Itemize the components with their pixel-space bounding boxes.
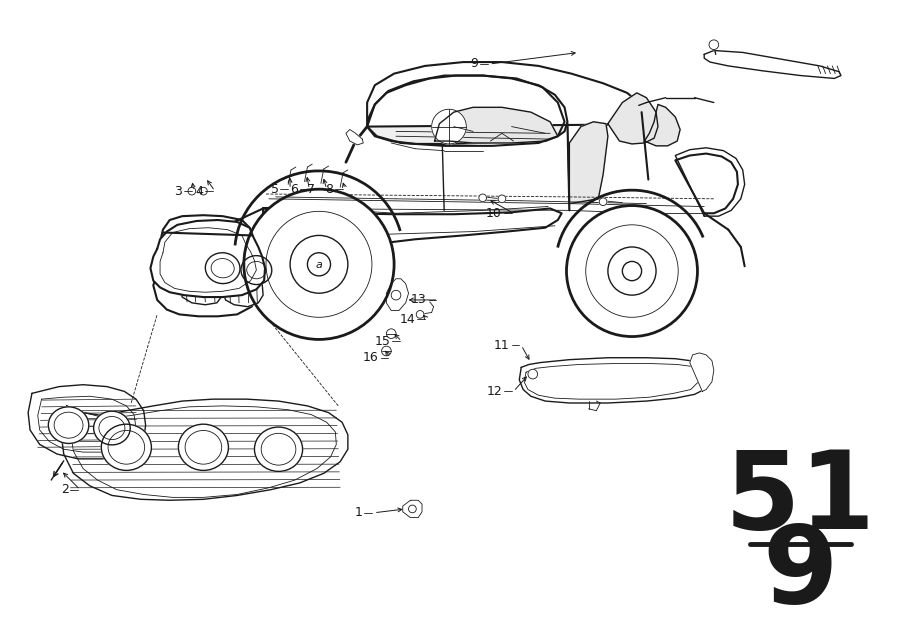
Polygon shape [367,76,568,144]
Ellipse shape [102,424,151,471]
Circle shape [586,225,679,318]
Circle shape [432,109,466,144]
Text: 2: 2 [60,483,68,496]
Polygon shape [519,358,706,403]
Text: 16: 16 [363,351,379,364]
Polygon shape [61,399,348,500]
Text: 13: 13 [411,293,427,307]
Ellipse shape [255,427,302,471]
Ellipse shape [205,253,240,284]
Polygon shape [160,228,256,292]
Text: 11: 11 [494,338,509,352]
Circle shape [622,262,642,281]
Polygon shape [570,122,608,204]
Polygon shape [367,62,642,126]
Text: 14: 14 [400,312,415,326]
Circle shape [608,247,656,295]
Circle shape [290,236,348,293]
Circle shape [382,346,392,356]
Polygon shape [346,130,364,145]
Ellipse shape [261,433,296,465]
Polygon shape [675,154,738,213]
Polygon shape [153,69,744,324]
Polygon shape [240,208,564,314]
Text: 15: 15 [374,335,391,348]
Circle shape [200,187,207,195]
Circle shape [308,253,330,276]
Text: 6: 6 [290,183,298,196]
Text: 4: 4 [195,185,203,197]
Text: a: a [315,260,322,270]
Polygon shape [222,272,263,307]
Polygon shape [150,220,265,297]
Text: 3: 3 [175,185,182,197]
Polygon shape [704,51,841,79]
Circle shape [599,198,607,206]
Polygon shape [153,215,261,316]
Ellipse shape [178,424,229,471]
Circle shape [566,206,698,337]
Circle shape [266,211,372,318]
Text: 9: 9 [470,58,478,70]
Ellipse shape [108,431,145,464]
Polygon shape [179,271,222,305]
Polygon shape [435,107,558,143]
Ellipse shape [94,411,130,445]
Text: 5: 5 [271,183,278,196]
Ellipse shape [241,256,272,284]
Circle shape [392,290,400,300]
Circle shape [188,187,195,195]
Circle shape [416,311,424,318]
Circle shape [479,194,487,202]
Polygon shape [365,62,652,126]
Circle shape [528,370,537,379]
Circle shape [498,195,506,203]
Polygon shape [386,279,409,311]
Text: 10: 10 [486,207,502,220]
Text: 51: 51 [725,446,876,552]
Circle shape [244,189,394,340]
Text: 9: 9 [763,519,838,625]
Circle shape [409,505,416,513]
Text: 1: 1 [355,506,363,519]
Polygon shape [608,93,658,144]
Circle shape [386,329,396,338]
Polygon shape [28,385,146,459]
Circle shape [709,40,719,50]
Polygon shape [644,104,680,146]
Text: 7: 7 [307,183,315,196]
Ellipse shape [49,407,89,443]
Text: 8: 8 [326,183,333,196]
Ellipse shape [99,417,125,439]
Ellipse shape [185,431,221,464]
Polygon shape [689,353,714,391]
Text: 12: 12 [486,385,502,398]
Ellipse shape [54,412,83,438]
Polygon shape [403,500,422,518]
